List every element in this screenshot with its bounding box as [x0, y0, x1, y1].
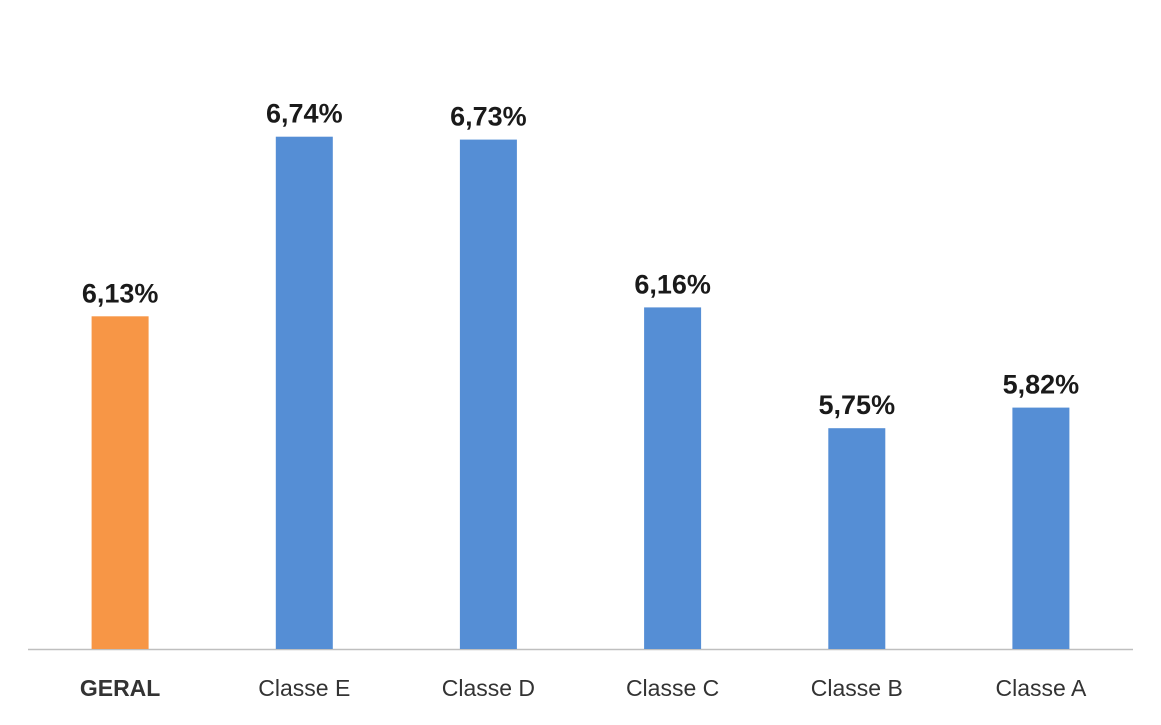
- category-label-classe-e: Classe E: [258, 675, 350, 701]
- bar-geral: [91, 316, 149, 649]
- bar-classe-d: [459, 139, 517, 649]
- value-label-geral: 6,13%: [82, 278, 159, 308]
- category-label-classe-c: Classe C: [626, 675, 719, 701]
- bars-group: [91, 136, 1070, 649]
- bar-classe-b: [828, 428, 886, 649]
- category-label-classe-d: Classe D: [442, 675, 535, 701]
- value-label-classe-d: 6,73%: [450, 102, 527, 132]
- value-label-classe-b: 5,75%: [819, 390, 896, 420]
- category-label-classe-b: Classe B: [811, 675, 903, 701]
- category-labels-group: GERAL Classe E Classe D Classe C Classe B Cla…: [80, 675, 1087, 701]
- category-label-classe-a: Classe A: [996, 675, 1087, 701]
- bar-classe-e: [275, 136, 333, 649]
- value-label-classe-c: 6,16%: [634, 269, 711, 299]
- bar-classe-c: [644, 307, 702, 649]
- value-label-classe-e: 6,74%: [266, 99, 343, 129]
- value-labels-group: 6,13% 6,74% 6,73% 6,16% 5,75% 5,82%: [82, 99, 1079, 421]
- value-label-classe-a: 5,82%: [1003, 370, 1080, 400]
- category-label-geral: GERAL: [80, 675, 161, 701]
- bar-classe-a: [1012, 407, 1070, 649]
